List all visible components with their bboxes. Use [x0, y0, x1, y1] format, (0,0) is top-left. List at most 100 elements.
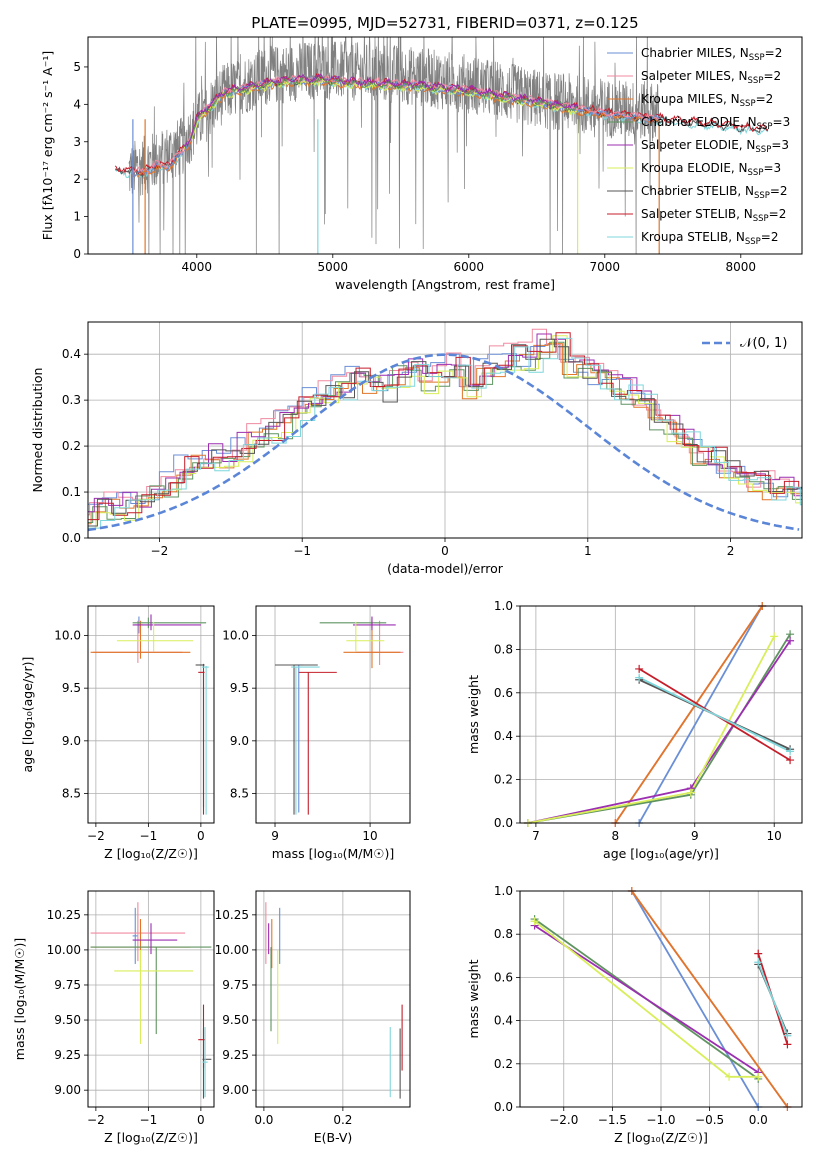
- y-tick-label: 9.5: [230, 681, 249, 695]
- y-axis-label: mass [log₁₀(M/M☉)]: [12, 938, 27, 1060]
- chart-weight-vs-age: 7 8 9 10 0.0 0.2 0.4 0.6 0.8 1.0 age [log₁₀(age/yr…: [466, 599, 803, 861]
- y-tick-label: 9.50: [222, 1013, 249, 1027]
- plot-area: [90, 614, 209, 815]
- plot-area: [90, 902, 212, 1099]
- x-axis-label: Z [log₁₀(Z/Z☉)]: [104, 846, 198, 861]
- y-tick-label: 9.00: [222, 1083, 249, 1097]
- y-tick-label: 0.6: [494, 686, 513, 700]
- y-tick-label: 9.25: [222, 1048, 249, 1062]
- x-tick-label: −1: [293, 544, 311, 558]
- y-tick-label: 3: [73, 135, 81, 149]
- weight-marker: [754, 958, 763, 967]
- x-axis-label: mass [log₁₀(M/M☉)]: [272, 846, 394, 861]
- y-axis-label: mass weight: [466, 959, 481, 1038]
- x-tick-label: 0: [197, 1113, 205, 1127]
- histogram-step: [88, 344, 802, 507]
- x-tick-label: −2: [151, 544, 169, 558]
- y-tick-label: 9.0: [230, 734, 249, 748]
- x-tick-label: 8000: [726, 260, 757, 274]
- y-tick-label: 0.0: [62, 531, 81, 545]
- x-tick-label: 10: [767, 829, 782, 843]
- x-tick-label: −2.0: [549, 1113, 578, 1127]
- y-tick-label: 10.0: [222, 628, 249, 642]
- y-tick-label: 9.50: [54, 1013, 81, 1027]
- histogram-step: [88, 335, 802, 529]
- x-tick-label: −1: [140, 1113, 158, 1127]
- weight-marker: [786, 756, 795, 765]
- model-spectrum-line: [182, 77, 578, 152]
- legend-label: Salpeter ELODIE, NSSP=3: [641, 138, 789, 155]
- x-tick-label: 10: [362, 829, 377, 843]
- legend-label: Kroupa STELIB, NSSP=2: [641, 230, 779, 247]
- axes-frame: [255, 890, 411, 1108]
- y-tick-label: 1.0: [494, 884, 513, 898]
- model-spectrum-line: [183, 75, 578, 147]
- weight-marker: [725, 1072, 734, 1081]
- histogram-step: [88, 333, 802, 513]
- y-tick-label: 0.3: [62, 393, 81, 407]
- chart-weight-vs-Z: −2.0 −1.5 −1.0 −0.5 0.0 0.0 0.2 0.4 0.6 0.8 1.0 Z […: [466, 884, 803, 1145]
- legend-label: Kroupa ELODIE, NSSP=3: [641, 161, 781, 178]
- legend-label: Chabrier ELODIE, NSSP=3: [641, 115, 790, 132]
- x-tick-label: 0: [441, 544, 449, 558]
- y-tick-label: 0: [73, 247, 81, 261]
- weight-marker: [783, 1031, 792, 1040]
- x-axis-label: E(B-V): [314, 1130, 353, 1145]
- x-tick-label: −2: [87, 829, 105, 843]
- histogram-step: [88, 328, 802, 516]
- x-tick-label: 5000: [318, 260, 349, 274]
- plot-area: [275, 616, 404, 815]
- axes-frame: [87, 890, 215, 1108]
- y-axis-label: Normed distribution: [30, 368, 45, 493]
- x-tick-label: −1: [140, 829, 158, 843]
- normal-curve: [88, 353, 800, 532]
- x-tick-label: 8: [612, 829, 620, 843]
- weight-marker: [635, 673, 644, 682]
- x-tick-label: 9: [271, 829, 279, 843]
- chart-age-vs-Z: −2 −1 0 8.5 9.0 9.5 10.0 Z [log₁₀(Z/Z☉)] age [lo…: [20, 605, 215, 861]
- chart-age-vs-mass: 9 10 8.5 9.0 9.5 10.0 mass [log₁₀(M/M☉)]: [222, 605, 411, 861]
- x-tick-label: −1.0: [646, 1113, 675, 1127]
- axes-frame: [519, 890, 803, 1108]
- x-axis-label: age [log₁₀(age/yr)]: [603, 846, 719, 861]
- x-tick-label: −0.5: [695, 1113, 724, 1127]
- y-tick-label: 1.0: [494, 599, 513, 613]
- y-tick-label: 0.0: [494, 1100, 513, 1114]
- x-tick-label: 6000: [454, 260, 485, 274]
- y-tick-label: 0.0: [494, 816, 513, 830]
- weight-marker: [754, 949, 763, 958]
- axes-frame: [87, 605, 215, 824]
- weight-marker: [635, 664, 644, 673]
- data-spectrum-line: [128, 37, 660, 254]
- legend-label: Salpeter STELIB, NSSP=2: [641, 207, 786, 224]
- chart-mass-vs-EBV: 0.0 0.2 9.00 9.25 9.50 9.75 10.00 10.25 E(B-V): [215, 890, 411, 1145]
- plot-area: [265, 902, 403, 1099]
- weight-marker: [783, 1040, 792, 1049]
- weight-marker: [786, 636, 795, 645]
- y-tick-label: 10.00: [215, 943, 249, 957]
- weight-marker: [770, 632, 779, 641]
- y-tick-label: 9.5: [62, 681, 81, 695]
- y-tick-label: 0.6: [494, 970, 513, 984]
- y-tick-label: 0.4: [494, 1014, 513, 1028]
- x-axis-label: (data-model)/error: [387, 561, 504, 576]
- x-tick-label: 7000: [590, 260, 621, 274]
- y-tick-label: 0.8: [494, 642, 513, 656]
- y-tick-label: 1: [73, 210, 81, 224]
- y-tick-label: 0.2: [62, 439, 81, 453]
- y-tick-label: 0.1: [62, 485, 81, 499]
- y-tick-label: 10.00: [47, 943, 81, 957]
- x-tick-label: 0.2: [333, 1113, 352, 1127]
- y-axis-label: Flux [fλ10⁻¹⁷ erg cm⁻² s⁻¹ A⁻¹]: [40, 51, 55, 240]
- y-tick-label: 0.4: [494, 729, 513, 743]
- x-axis-label: Z [log₁₀(Z/Z☉)]: [614, 1130, 708, 1145]
- y-tick-label: 9.0: [62, 734, 81, 748]
- histogram-step: [88, 337, 802, 529]
- axes-frame: [519, 605, 803, 824]
- weight-line: [638, 606, 764, 823]
- y-tick-label: 5: [73, 60, 81, 74]
- y-tick-label: 10.25: [215, 908, 249, 922]
- x-tick-label: −2: [87, 1113, 105, 1127]
- y-tick-label: 8.5: [230, 787, 249, 801]
- x-tick-label: 0: [197, 829, 205, 843]
